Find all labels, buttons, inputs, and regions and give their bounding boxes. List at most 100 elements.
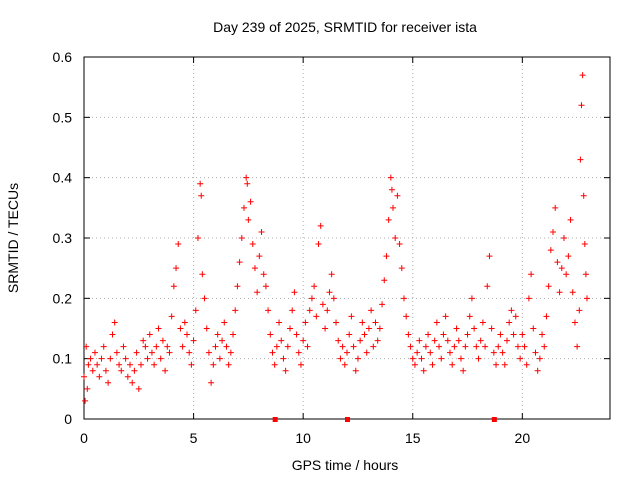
data-point [313,313,320,320]
data-point [98,355,105,362]
data-point [514,343,521,350]
data-point [240,204,247,211]
data-point [280,355,287,362]
data-point [440,331,447,338]
data-point [539,331,546,338]
data-point [166,349,173,356]
data-point [484,283,491,290]
x-tick-label: 0 [80,430,88,446]
data-point [295,349,302,356]
grid-lines [84,57,610,419]
data-point [243,174,250,181]
data-point [214,331,221,338]
baseline-marker [345,417,350,422]
data-point [532,349,539,356]
data-point [420,367,427,374]
data-point [341,361,348,368]
data-point [379,301,386,308]
data-point [140,337,147,344]
x-axis-ticks: 0 5 10 15 20 [80,57,530,446]
data-point [464,331,471,338]
data-point [276,319,283,326]
data-point [361,331,368,338]
data-point [583,295,590,302]
data-point [447,349,454,356]
data-point [324,307,331,314]
data-point [197,180,204,187]
data-point [344,349,350,356]
data-point [153,343,160,350]
data-point [81,373,87,380]
data-point [100,343,107,350]
data-point [550,228,557,235]
data-point [429,361,436,368]
y-tick-label: 0 [64,411,72,427]
data-point [225,361,232,368]
data-point [181,319,188,326]
data-point [411,361,418,368]
baseline-marker [491,417,497,422]
y-axis-title: SRMTID / TECUs [5,183,21,293]
data-point [466,313,473,320]
data-point [388,186,395,193]
data-point [530,325,537,332]
data-point [337,355,344,362]
data-point [460,367,467,374]
data-point [354,355,361,362]
data-point [462,343,469,350]
data-point [453,325,460,332]
data-point [221,319,228,326]
data-point [348,313,355,320]
data-point [144,355,151,362]
data-point [339,343,346,350]
data-point [407,343,414,350]
data-point [581,241,588,248]
data-point [267,331,274,338]
data-point [582,271,589,278]
data-point [368,307,375,314]
data-point [122,355,129,362]
data-point [451,343,458,350]
data-point [363,349,370,356]
data-point [118,367,125,374]
data-point [427,349,434,356]
data-point [328,271,335,278]
data-point [289,307,296,314]
data-point [131,367,138,374]
data-point [565,253,572,260]
data-point [398,265,405,272]
data-point [322,325,329,332]
data-point [254,289,261,296]
data-point [245,216,252,223]
data-point [168,313,175,320]
data-point [258,228,265,235]
data-point [536,355,543,362]
data-point [580,192,587,199]
data-point [376,325,383,332]
data-point [534,367,541,374]
data-point [521,343,528,350]
data-point [523,361,530,368]
data-point [96,373,103,380]
data-point [83,343,90,350]
data-point [227,349,234,356]
data-point [230,331,237,338]
data-point [425,331,432,338]
data-point [560,235,567,241]
data-point [94,361,101,368]
data-point [142,343,149,350]
data-point [372,319,379,326]
data-point [577,156,584,163]
data-point [392,235,399,241]
data-point [394,192,401,199]
data-point [105,379,112,386]
data-point [468,295,475,302]
data-point [506,319,513,326]
data-point [311,283,318,290]
data-point [205,349,212,356]
data-point [291,289,298,296]
data-point [188,361,195,368]
data-point [300,337,307,344]
data-point [129,379,136,386]
data-point [85,361,92,368]
